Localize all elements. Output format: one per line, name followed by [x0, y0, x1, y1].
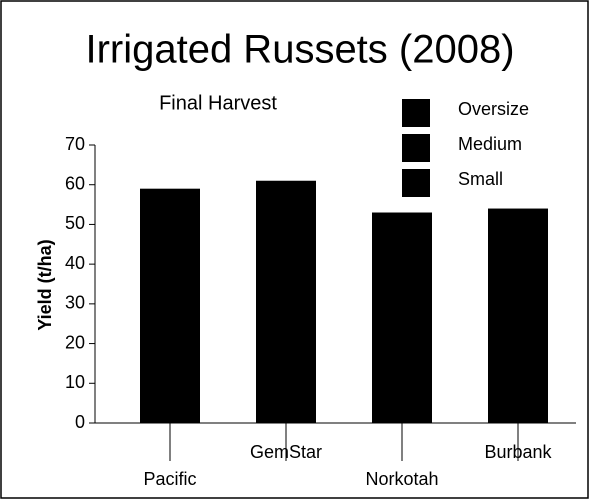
x-tick-label: Burbank [484, 442, 552, 462]
y-tick-label: 70 [65, 134, 85, 154]
legend-swatch [402, 99, 430, 127]
chart-subtitle: Final Harvest [159, 92, 277, 114]
x-tick-label: Norkotah [365, 469, 438, 489]
y-tick-label: 40 [65, 253, 85, 273]
bar [140, 188, 200, 423]
y-tick-label: 10 [65, 372, 85, 392]
bar [488, 208, 548, 423]
x-tick-label: GemStar [250, 442, 322, 462]
y-axis-label: Yield (t/ha) [35, 239, 55, 330]
bar [372, 212, 432, 423]
y-tick-label: 30 [65, 293, 85, 313]
y-tick-label: 0 [75, 412, 85, 432]
legend-label: Small [458, 169, 503, 189]
legend-swatch [402, 169, 430, 197]
legend-swatch [402, 134, 430, 162]
y-tick-label: 20 [65, 332, 85, 352]
legend-label: Medium [458, 134, 522, 154]
chart-title: Irrigated Russets (2008) [85, 28, 514, 72]
bar [256, 180, 316, 423]
y-tick-label: 60 [65, 173, 85, 193]
y-tick-label: 50 [65, 213, 85, 233]
x-tick-label: Pacific [143, 469, 196, 489]
legend-label: Oversize [458, 99, 529, 119]
